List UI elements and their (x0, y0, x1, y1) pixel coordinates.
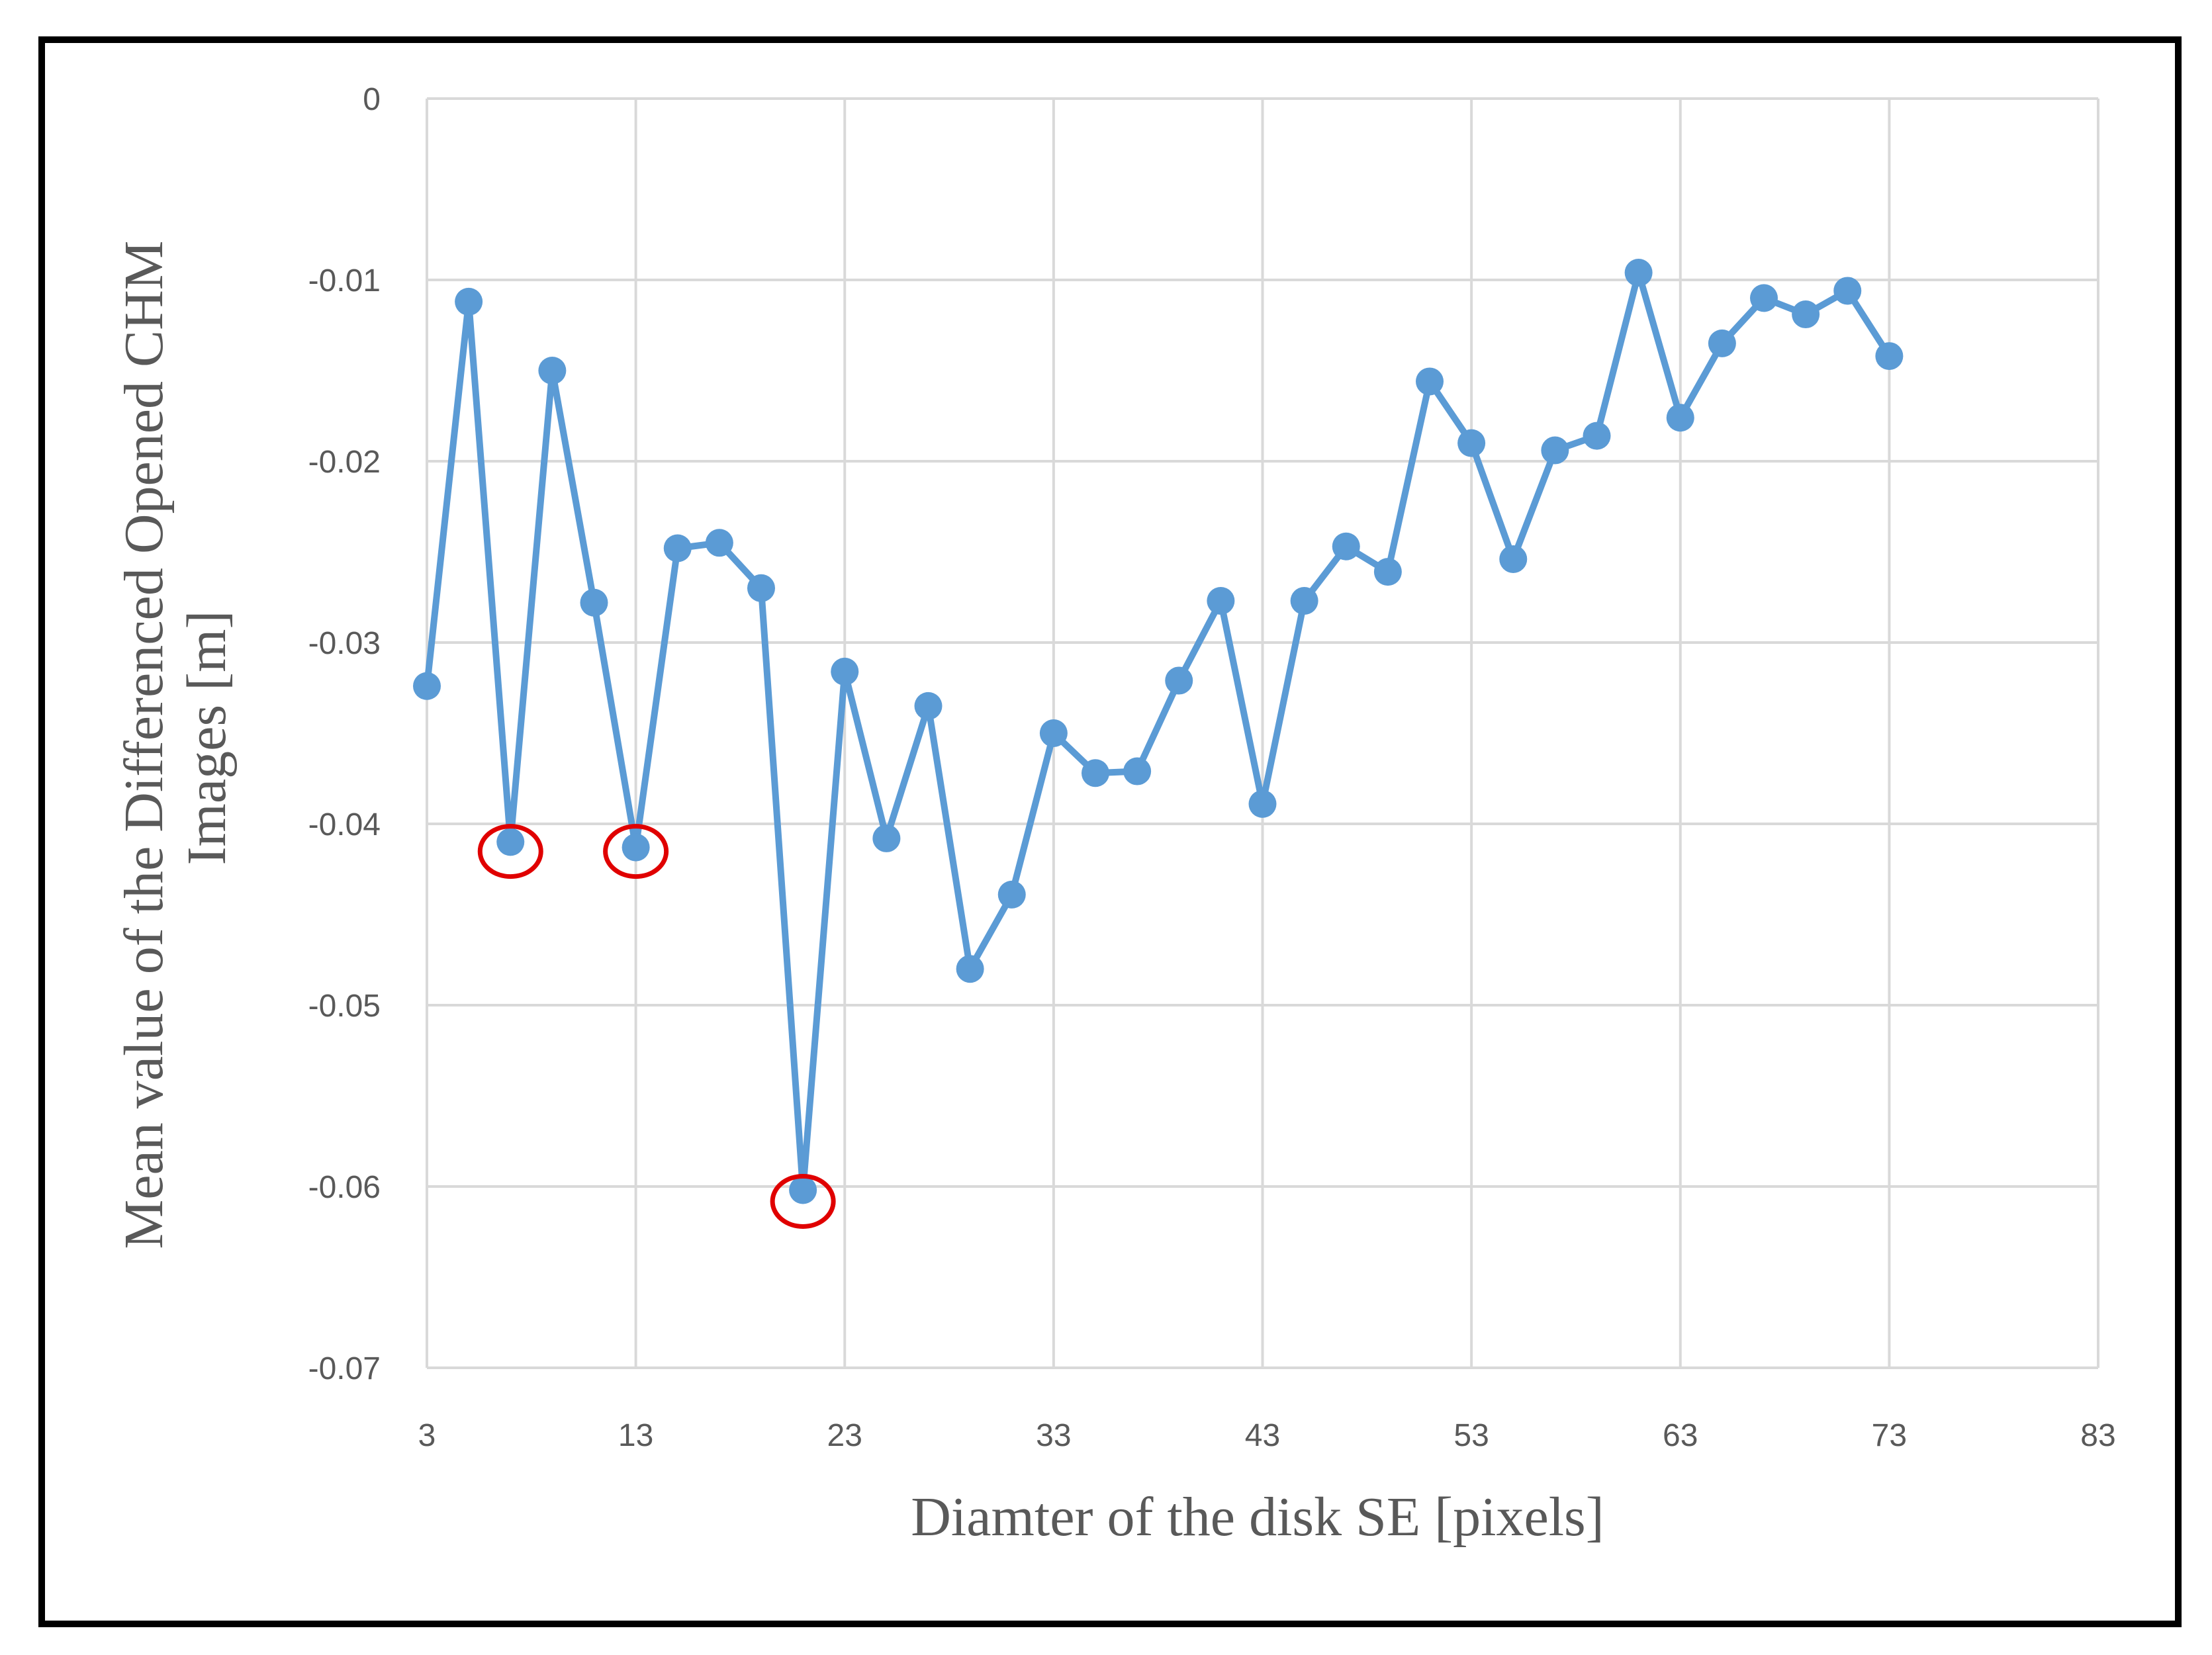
data-point (1416, 367, 1444, 396)
data-point (789, 1176, 817, 1204)
data-point (622, 833, 650, 862)
data-point (1082, 759, 1109, 787)
x-tick-label: 3 (418, 1418, 436, 1453)
data-point (1833, 277, 1862, 305)
y-tick-label: -0.07 (308, 1351, 381, 1386)
x-tick-labels: 3 13 23 33 43 53 63 73 83 (418, 1418, 2116, 1453)
data-point (997, 880, 1026, 909)
series-group (413, 259, 1904, 1204)
data-point (1207, 586, 1235, 615)
data-point (1457, 429, 1486, 457)
y-tick-label: 0 (363, 82, 381, 117)
y-tick-label: -0.06 (308, 1170, 381, 1205)
data-point (496, 828, 525, 856)
data-point (1583, 422, 1611, 450)
annotations (477, 824, 836, 1229)
data-point (1248, 789, 1277, 818)
data-point (705, 529, 733, 557)
data-point (1541, 436, 1569, 465)
data-point (663, 534, 692, 562)
data-point (1332, 532, 1360, 560)
x-axis-title: Diamter of the disk SE [pixels] (911, 1486, 1604, 1548)
x-tick-label: 63 (1663, 1418, 1698, 1453)
data-point (1875, 342, 1904, 371)
data-point (1165, 666, 1193, 695)
data-point (1666, 404, 1694, 432)
data-point (1123, 757, 1152, 785)
data-point (1373, 558, 1402, 586)
data-point (580, 588, 608, 617)
data-point (1039, 719, 1068, 747)
highlight-circle (603, 824, 669, 879)
x-tick-label: 83 (2080, 1418, 2115, 1453)
x-tick-label: 73 (1872, 1418, 1907, 1453)
x-tick-label: 43 (1245, 1418, 1280, 1453)
x-tick-label: 53 (1453, 1418, 1489, 1453)
data-point (914, 692, 943, 720)
x-tick-label: 33 (1036, 1418, 1071, 1453)
y-axis-title-line-2: Images [m] (176, 611, 238, 866)
data-point (747, 574, 775, 602)
highlight-circle (770, 1173, 836, 1229)
data-point (1708, 329, 1736, 357)
y-tick-label: -0.01 (308, 263, 381, 298)
x-tick-label: 13 (618, 1418, 653, 1453)
data-point (1499, 545, 1528, 573)
data-point (956, 955, 984, 983)
y-tick-label: -0.02 (308, 445, 381, 480)
data-point (538, 357, 567, 384)
data-point (1792, 300, 1820, 329)
y-tick-labels: 0 -0.01 -0.02 -0.03 -0.04 -0.05 -0.06 -0.07 (308, 82, 381, 1386)
data-point (872, 824, 901, 852)
y-axis-title: Mean value of the Differenced Opened CHM… (113, 227, 238, 1249)
y-tick-label: -0.04 (308, 807, 381, 842)
data-point (831, 657, 859, 686)
highlight-circle (477, 824, 543, 879)
series-line (424, 269, 1892, 1194)
y-tick-label: -0.05 (308, 989, 381, 1024)
grid (426, 97, 2099, 1369)
data-point (1624, 259, 1653, 287)
data-point (1750, 284, 1778, 312)
data-point (1290, 586, 1318, 615)
y-tick-label: -0.03 (308, 626, 381, 661)
y-axis-title-line-1: Mean value of the Differenced Opened CHM (113, 241, 175, 1249)
data-point (455, 287, 483, 316)
data-point (413, 672, 441, 700)
x-tick-label: 23 (827, 1418, 862, 1453)
